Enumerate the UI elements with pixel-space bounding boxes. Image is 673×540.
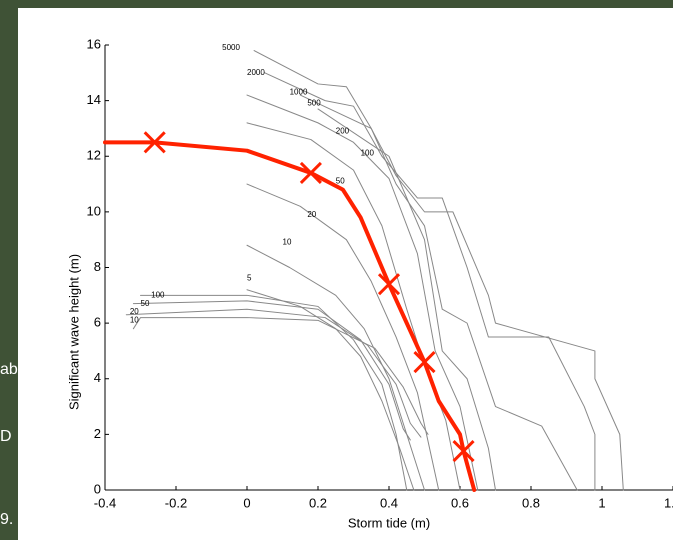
y-tick-label: 10 <box>87 203 101 218</box>
series-line <box>125 308 422 438</box>
series-line <box>246 122 461 491</box>
contour-label: 5000 <box>222 43 240 52</box>
contour-label: 50 <box>336 176 345 185</box>
x-tick-label: -0.4 <box>94 495 116 510</box>
x-tick-label: 0.8 <box>522 495 540 510</box>
contour-label: 10 <box>283 238 292 247</box>
y-tick-label: 6 <box>94 315 101 330</box>
series-line <box>264 72 596 491</box>
series-line <box>246 289 415 491</box>
map-label: 9. <box>0 511 13 528</box>
y-tick-label: 8 <box>94 259 101 274</box>
contour-label: 20 <box>130 307 139 316</box>
contour-label: 5 <box>247 274 252 283</box>
series-line <box>317 108 496 491</box>
y-tick-label: 12 <box>87 148 101 163</box>
contour-label: 2000 <box>247 68 265 77</box>
y-tick-label: 4 <box>94 370 101 385</box>
contour-label: 50 <box>141 299 150 308</box>
contour-label: 1000 <box>290 87 308 96</box>
x-marker <box>377 273 401 296</box>
contour-label: 500 <box>307 99 321 108</box>
contour-label: 100 <box>361 149 375 158</box>
series-line <box>299 94 578 491</box>
x-marker <box>143 131 166 154</box>
contour-label: 10 <box>130 315 139 324</box>
y-tick-label: 2 <box>94 426 101 441</box>
series-line <box>246 94 479 491</box>
series-line <box>246 183 440 491</box>
map-label: ab <box>0 361 18 378</box>
y-axis-label: Significant wave height (m) <box>66 254 81 410</box>
x-marker <box>299 161 322 184</box>
x-marker <box>452 440 475 463</box>
y-tick-label: 16 <box>87 36 101 51</box>
x-tick-label: 0 <box>243 495 250 510</box>
x-axis-label: Storm tide (m) <box>348 515 430 530</box>
x-tick-label: -0.2 <box>165 495 187 510</box>
x-tick-label: 0.4 <box>380 495 398 510</box>
x-tick-label: 1 <box>598 495 605 510</box>
series-line <box>253 50 624 491</box>
x-marker <box>413 351 436 374</box>
x-tick-label: 1.2 <box>664 495 673 510</box>
y-tick-label: 0 <box>94 481 101 496</box>
series-line <box>132 317 429 435</box>
contour-label: 200 <box>336 126 350 135</box>
x-tick-label: 0.2 <box>309 495 327 510</box>
series-line <box>140 294 408 491</box>
contour-label: 100 <box>151 290 165 299</box>
x-tick-label: 0.6 <box>451 495 469 510</box>
contour-label: 20 <box>307 210 316 219</box>
series-line <box>132 300 411 441</box>
map-label: D <box>0 428 12 445</box>
y-tick-label: 14 <box>87 92 101 107</box>
plot-panel <box>18 8 673 540</box>
